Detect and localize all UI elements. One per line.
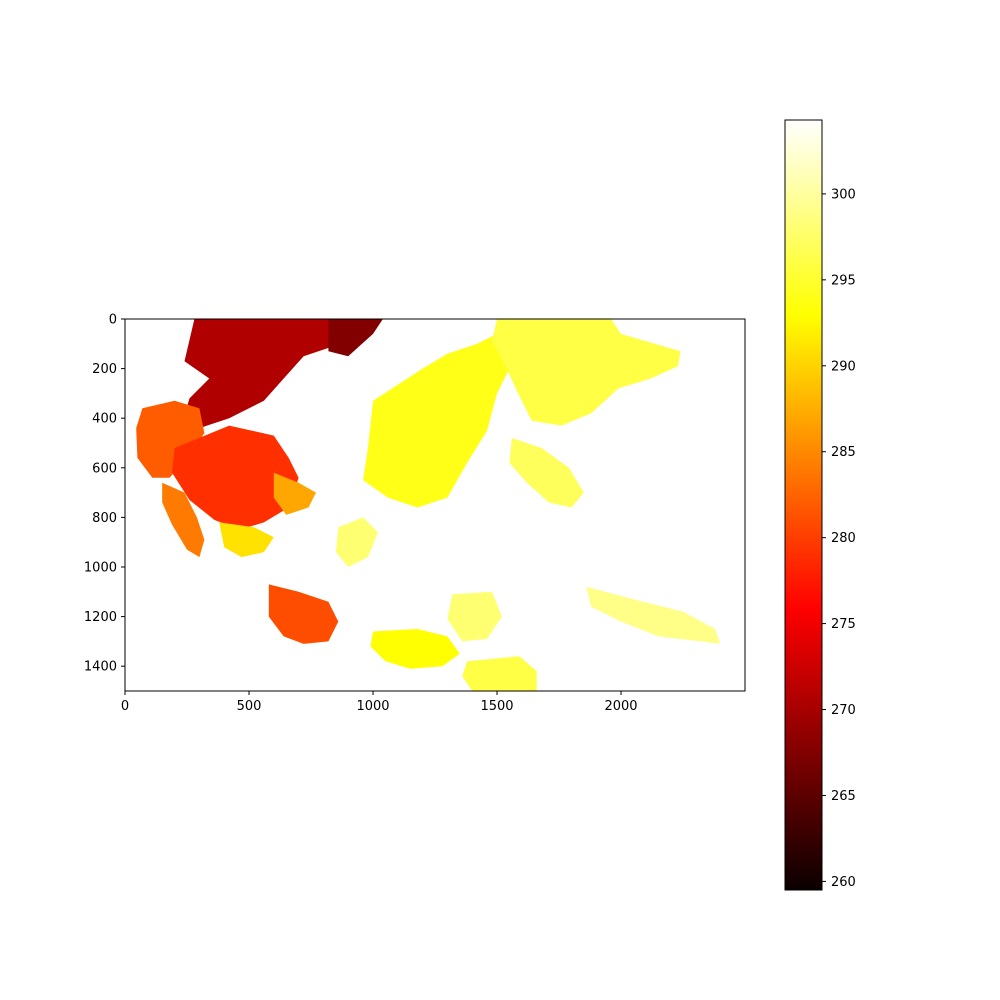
x-tick-label: 1000 bbox=[356, 699, 389, 714]
y-tick-label: 800 bbox=[92, 511, 117, 526]
y-tick-label: 1400 bbox=[84, 660, 117, 675]
colorbar-tick-label: 290 bbox=[831, 359, 856, 374]
y-tick-label: 0 bbox=[109, 313, 117, 328]
x-tick-label: 500 bbox=[237, 699, 262, 714]
y-tick-label: 600 bbox=[92, 461, 117, 476]
heat-region-east-arm bbox=[509, 438, 584, 508]
colorbar-tick-label: 275 bbox=[831, 617, 856, 632]
heat-region-west-fringe bbox=[335, 517, 378, 567]
y-tick-label: 400 bbox=[92, 412, 117, 427]
heat-region-southeast-band bbox=[586, 586, 721, 644]
colorbar-tick-label: 265 bbox=[831, 789, 856, 804]
heat-region-southwest-patch bbox=[268, 584, 339, 644]
heat-region-gulf-coast bbox=[273, 472, 316, 515]
heat-region-northern-dark bbox=[328, 319, 383, 357]
x-axis: 0 500 1000 1500 2000 bbox=[121, 691, 638, 714]
heat-region-mid-atlantic bbox=[363, 326, 525, 508]
colorbar-tick-label: 260 bbox=[831, 875, 856, 890]
colorbar-tick-label: 285 bbox=[831, 445, 856, 460]
colorbar-tick-label: 300 bbox=[831, 187, 856, 202]
colorbar-axis: 260 265 270 275 280 285 290 295 300 bbox=[822, 187, 856, 890]
colorbar-tick-label: 270 bbox=[831, 703, 856, 718]
heat-region-central-warm bbox=[172, 425, 299, 530]
heat-region-northwest-cold bbox=[182, 319, 356, 429]
heat-region-north-central bbox=[492, 319, 681, 426]
heat-region-south-coast bbox=[370, 629, 460, 669]
x-tick-label: 1500 bbox=[480, 699, 513, 714]
heat-region-southwest-coast bbox=[162, 482, 205, 558]
y-tick-label: 1200 bbox=[84, 610, 117, 625]
heat-region-southern-lobe bbox=[219, 522, 274, 558]
y-tick-label: 1000 bbox=[84, 561, 117, 576]
colorbar-tick-label: 295 bbox=[831, 273, 856, 288]
heatmap-image bbox=[136, 319, 721, 691]
y-axis: 0 200 400 600 800 1000 1200 1400 bbox=[84, 313, 125, 675]
plot-frame bbox=[124, 318, 746, 692]
x-tick-label: 0 bbox=[121, 699, 129, 714]
heat-region-bottom-patch bbox=[462, 656, 537, 691]
colorbar-tick-label: 280 bbox=[831, 531, 856, 546]
x-tick-label: 2000 bbox=[604, 699, 637, 714]
heat-region-western-warm bbox=[136, 400, 205, 478]
y-tick-label: 200 bbox=[92, 362, 117, 377]
heat-region-central-blob bbox=[447, 591, 502, 642]
colorbar bbox=[784, 119, 823, 891]
